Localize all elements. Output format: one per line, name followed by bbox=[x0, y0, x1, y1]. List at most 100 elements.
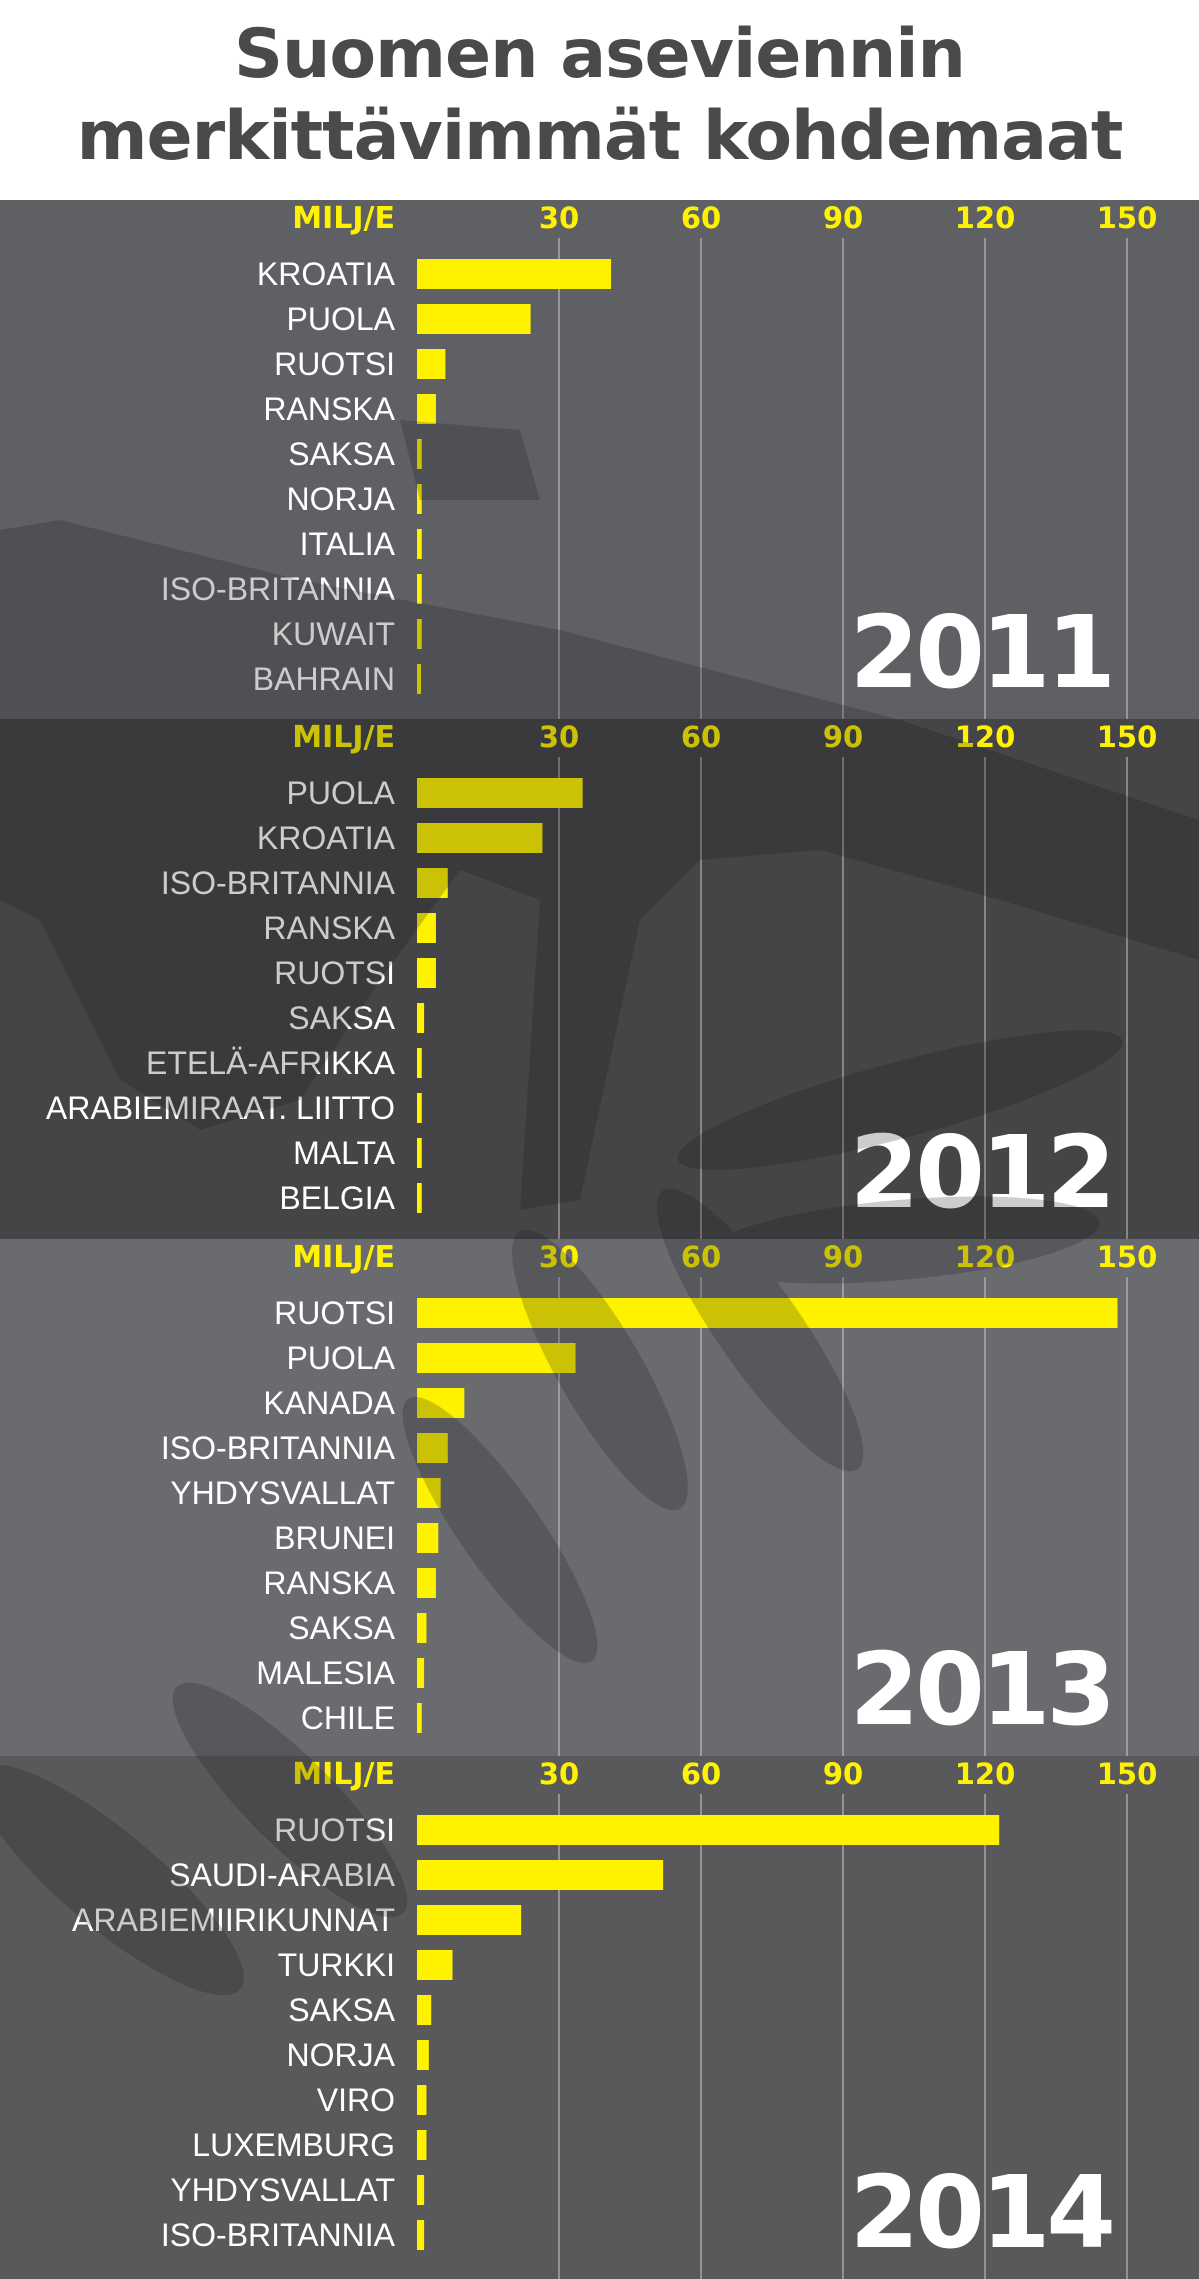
bar bbox=[417, 664, 421, 694]
bar bbox=[417, 1388, 465, 1418]
category-label: RUOTSI bbox=[274, 955, 395, 991]
category-label: BELGIA bbox=[279, 1180, 395, 1216]
chart-panel-2011: MILJ/E 30 60 90 120 150 KROATIA PUOLA RUOTSI RANS… bbox=[0, 200, 1199, 719]
category-label: BAHRAIN bbox=[253, 661, 395, 697]
bar bbox=[417, 1048, 422, 1078]
category-label: RUOTSI bbox=[274, 346, 395, 382]
category-label: PUOLA bbox=[287, 775, 396, 811]
bar bbox=[417, 1905, 522, 1935]
category-label: RUOTSI bbox=[274, 1295, 395, 1331]
bar bbox=[417, 958, 436, 988]
title-line-1: Suomen aseviennin bbox=[234, 15, 966, 94]
tick-label-120: 120 bbox=[955, 1240, 1016, 1274]
unit-label: MILJ/E bbox=[292, 201, 395, 236]
category-label: YHDYSVALLAT bbox=[170, 1475, 395, 1511]
category-label: ITALIA bbox=[300, 526, 396, 562]
category-label: KROATIA bbox=[257, 256, 396, 292]
category-label: PUOLA bbox=[287, 1340, 396, 1376]
bar bbox=[417, 778, 583, 808]
category-label: SAKSA bbox=[288, 1992, 395, 2028]
year-label: 2011 bbox=[850, 594, 1112, 711]
bar-chart-2014: MILJ/E 30 60 90 120 150 RUOTSI SAUDI-ARABIA ARAB… bbox=[72, 1757, 1158, 2279]
bar bbox=[417, 1523, 439, 1553]
category-label: KANADA bbox=[263, 1385, 395, 1421]
tick-label-30: 30 bbox=[539, 1240, 579, 1274]
category-label: ISO-BRITANNIA bbox=[161, 2217, 396, 2253]
tick-label-90: 90 bbox=[823, 201, 863, 235]
tick-label-60: 60 bbox=[681, 201, 721, 235]
bar bbox=[417, 1860, 664, 1890]
category-label: KUWAIT bbox=[272, 616, 395, 652]
tick-label-150: 150 bbox=[1097, 720, 1158, 754]
bar bbox=[417, 1568, 436, 1598]
bar bbox=[417, 1950, 453, 1980]
category-label: RANSKA bbox=[263, 391, 395, 427]
tick-label-30: 30 bbox=[539, 201, 579, 235]
bar bbox=[417, 1138, 422, 1168]
category-label: ISO-BRITANNIA bbox=[161, 1430, 396, 1466]
category-label: ISO-BRITANNIA bbox=[161, 571, 396, 607]
category-label: SAUDI-ARABIA bbox=[169, 1857, 395, 1893]
tick-label-120: 120 bbox=[955, 1757, 1016, 1791]
bar bbox=[417, 529, 422, 559]
category-label: SAKSA bbox=[288, 436, 395, 472]
tick-label-60: 60 bbox=[681, 1757, 721, 1791]
bar bbox=[417, 823, 543, 853]
tick-label-90: 90 bbox=[823, 1757, 863, 1791]
category-label: NORJA bbox=[287, 481, 396, 517]
bar bbox=[417, 439, 422, 469]
category-label: ETELÄ-AFRIKKA bbox=[146, 1045, 396, 1081]
category-label: ARABIEMIIRIKUNNAT bbox=[72, 1902, 395, 1938]
tick-label-120: 120 bbox=[955, 720, 1016, 754]
tick-label-150: 150 bbox=[1097, 201, 1158, 235]
category-label: RUOTSI bbox=[274, 1812, 395, 1848]
bar-chart-2012: MILJ/E 30 60 90 120 150 PUOLA KROATIA ISO-BRITAN… bbox=[46, 720, 1158, 1239]
chart-panels: MILJ/E 30 60 90 120 150 KROATIA PUOLA RUOTSI RANS… bbox=[0, 200, 1199, 2279]
chart-panel-2013: MILJ/E 30 60 90 120 150 RUOTSI PUOLA KANADA ISO-B… bbox=[0, 1239, 1199, 1756]
category-label: MALTA bbox=[293, 1135, 396, 1171]
tick-label-150: 150 bbox=[1097, 1240, 1158, 1274]
tick-label-120: 120 bbox=[955, 201, 1016, 235]
category-label: LUXEMBURG bbox=[192, 2127, 395, 2163]
bar bbox=[417, 304, 531, 334]
bar bbox=[417, 574, 422, 604]
tick-label-90: 90 bbox=[823, 1240, 863, 1274]
tick-label-90: 90 bbox=[823, 720, 863, 754]
tick-label-60: 60 bbox=[681, 720, 721, 754]
tick-label-30: 30 bbox=[539, 1757, 579, 1791]
bar bbox=[417, 1298, 1118, 1328]
unit-label: MILJ/E bbox=[292, 1757, 395, 1792]
bar bbox=[417, 349, 446, 379]
category-label: TURKKI bbox=[278, 1947, 395, 1983]
bar-chart-2013: MILJ/E 30 60 90 120 150 RUOTSI PUOLA KANADA ISO-B… bbox=[161, 1240, 1158, 1756]
bar bbox=[417, 619, 422, 649]
category-label: MALESIA bbox=[256, 1655, 395, 1691]
bar bbox=[417, 1183, 422, 1213]
bar bbox=[417, 2130, 427, 2160]
bar bbox=[417, 1815, 1000, 1845]
bar-chart-2011: MILJ/E 30 60 90 120 150 KROATIA PUOLA RUOTSI RANS… bbox=[161, 201, 1158, 719]
bar bbox=[417, 394, 436, 424]
category-label: PUOLA bbox=[287, 301, 396, 337]
bar bbox=[417, 2040, 429, 2070]
bar bbox=[417, 2175, 425, 2205]
category-label: ARABIEMIRAAT. LIITTO bbox=[46, 1090, 395, 1126]
bar bbox=[417, 1613, 427, 1643]
category-label: RANSKA bbox=[263, 910, 395, 946]
category-label: CHILE bbox=[301, 1700, 395, 1736]
bar bbox=[417, 913, 436, 943]
category-label: ISO-BRITANNIA bbox=[161, 865, 396, 901]
bar bbox=[417, 1995, 432, 2025]
year-label: 2013 bbox=[850, 1631, 1112, 1748]
bar bbox=[417, 1658, 425, 1688]
bar bbox=[417, 2085, 427, 2115]
category-label: YHDYSVALLAT bbox=[170, 2172, 395, 2208]
tick-label-150: 150 bbox=[1097, 1757, 1158, 1791]
bar bbox=[417, 1703, 422, 1733]
bar bbox=[417, 2220, 425, 2250]
tick-label-60: 60 bbox=[681, 1240, 721, 1274]
bar bbox=[417, 1433, 448, 1463]
category-label: VIRO bbox=[317, 2082, 395, 2118]
bar bbox=[417, 484, 422, 514]
